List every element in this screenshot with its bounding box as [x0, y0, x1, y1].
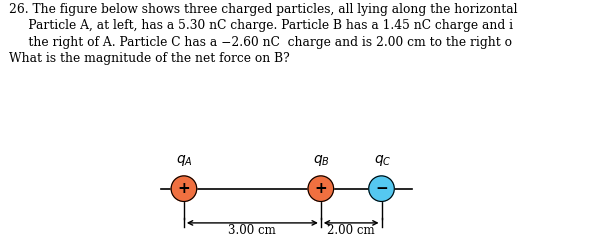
- Text: +: +: [178, 181, 190, 196]
- Circle shape: [308, 176, 334, 201]
- Text: +: +: [315, 181, 327, 196]
- Circle shape: [369, 176, 395, 201]
- Text: $q_{C}$: $q_{C}$: [374, 153, 391, 168]
- Text: $q_{B}$: $q_{B}$: [313, 153, 330, 168]
- Circle shape: [171, 176, 197, 201]
- Text: −: −: [375, 181, 388, 196]
- Text: $q_{A}$: $q_{A}$: [176, 153, 193, 168]
- Text: 26. The figure below shows three charged particles, all lying along the horizont: 26. The figure below shows three charged…: [9, 3, 517, 65]
- Text: 3.00 cm: 3.00 cm: [228, 224, 276, 237]
- Text: 2.00 cm: 2.00 cm: [327, 224, 375, 237]
